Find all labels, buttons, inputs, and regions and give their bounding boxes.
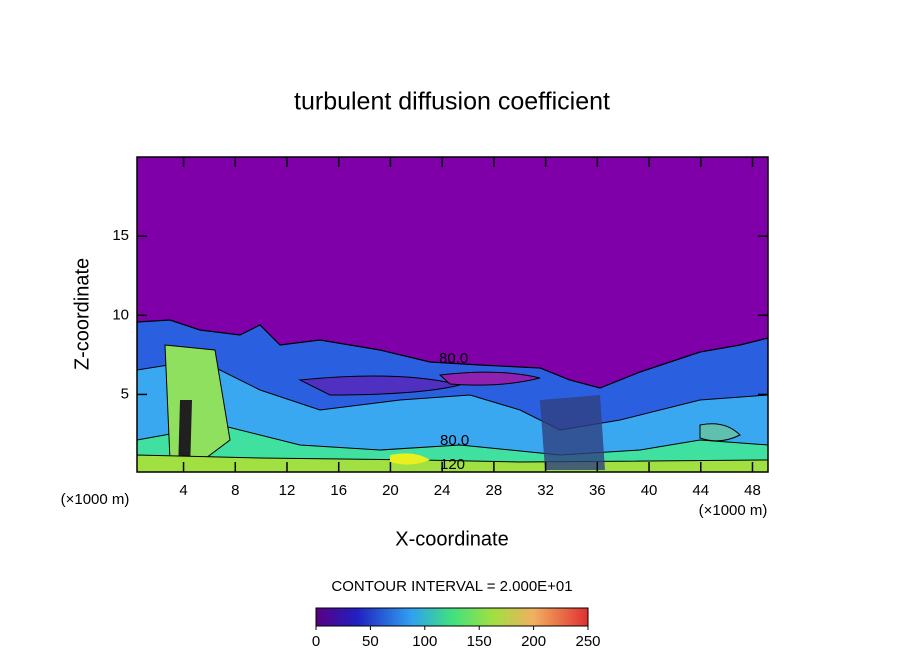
contour-label: 80.0: [440, 432, 469, 449]
x-tick-label: 36: [589, 482, 606, 499]
x-tick-label: 28: [486, 482, 503, 499]
x-tick-label: 12: [279, 482, 296, 499]
colorbar-tick-label: 50: [362, 633, 379, 650]
x-tick-label: 8: [231, 482, 239, 499]
x-tick-label: 4: [179, 482, 187, 499]
y-tick-label: 5: [121, 385, 129, 402]
plot-frame: [136, 156, 769, 473]
x-tick-label: 24: [434, 482, 451, 499]
x-tick-label: 44: [692, 482, 709, 499]
x-tick-label: 40: [641, 482, 658, 499]
y-tick-label: 10: [112, 306, 129, 323]
colorbar-tick-label: 0: [312, 633, 320, 650]
x-unit-label: (×1000 m): [699, 502, 768, 519]
x-axis-label: X-coordinate: [395, 528, 508, 550]
colorbar-tick-label: 100: [412, 633, 437, 650]
colorbar-tick-label: 200: [521, 633, 546, 650]
colorbar: [315, 607, 589, 627]
x-tick-label: 20: [382, 482, 399, 499]
contour-label: 120: [440, 456, 465, 473]
x-tick-label: 32: [537, 482, 554, 499]
y-unit-label: (×1000 m): [61, 491, 130, 508]
field: [137, 157, 768, 472]
contour-label: 80.0: [439, 350, 468, 367]
x-tick-label: 48: [744, 482, 761, 499]
y-axis-label: Z-coordinate: [71, 258, 93, 370]
x-tick-label: 16: [330, 482, 347, 499]
chart-title: turbulent diffusion coefficient: [294, 88, 610, 116]
contour-interval: CONTOUR INTERVAL = 2.000E+01: [331, 578, 572, 595]
y-tick-label: 15: [112, 227, 129, 244]
colorbar-tick-label: 150: [467, 633, 492, 650]
colorbar-tick-label: 250: [575, 633, 600, 650]
